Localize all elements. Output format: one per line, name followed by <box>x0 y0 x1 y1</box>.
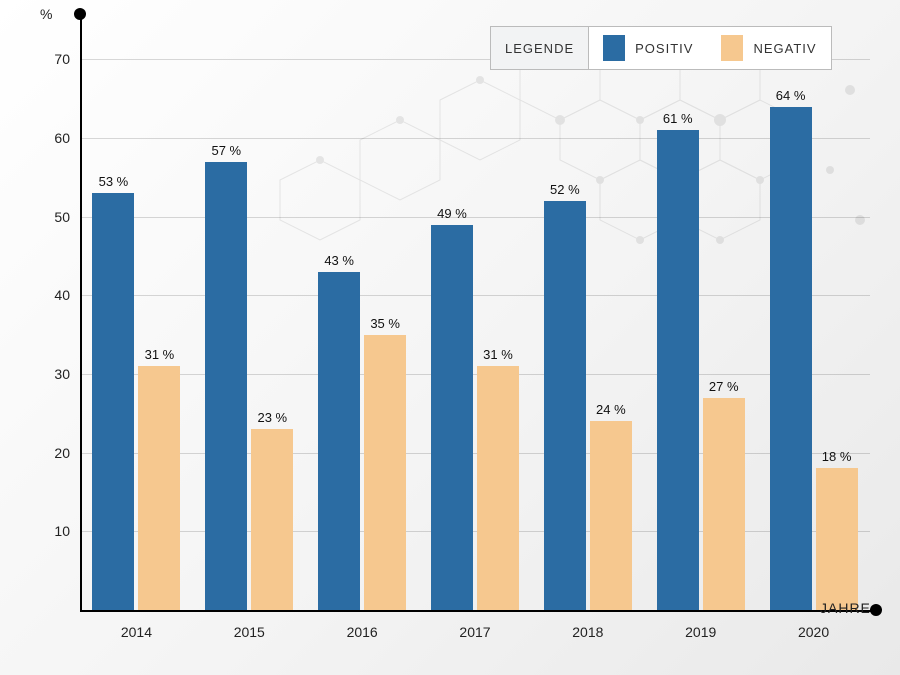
bar-positiv <box>92 193 134 610</box>
bar-negativ <box>590 421 632 610</box>
bar-positiv <box>770 107 812 610</box>
bar-value-label: 31 % <box>145 347 175 362</box>
y-tick-label: 60 <box>40 130 70 146</box>
legend-swatch-positiv <box>603 35 625 61</box>
legend-item-positiv: POSITIV <box>589 27 707 69</box>
gridline <box>80 531 870 532</box>
bar-value-label: 57 % <box>211 143 241 158</box>
bar-value-label: 35 % <box>370 316 400 331</box>
bar-value-label: 64 % <box>776 88 806 103</box>
bar-negativ <box>477 366 519 610</box>
x-tick-label: 2015 <box>234 624 265 640</box>
bar-value-label: 52 % <box>550 182 580 197</box>
bar-positiv <box>318 272 360 610</box>
bar-negativ <box>251 429 293 610</box>
bar-value-label: 18 % <box>822 449 852 464</box>
x-tick-label: 2018 <box>572 624 603 640</box>
bar-value-label: 43 % <box>324 253 354 268</box>
chart-root: 53 % 31 % 57 % 23 % 43 % 35 % 49 % 31 % 52 % 24 %… <box>0 0 900 675</box>
bar-positiv <box>431 225 473 610</box>
bar-value-label: 23 % <box>257 410 287 425</box>
gridline <box>80 374 870 375</box>
gridline <box>80 453 870 454</box>
bar-value-label: 31 % <box>483 347 513 362</box>
bar-positiv <box>544 201 586 610</box>
x-tick-label: 2020 <box>798 624 829 640</box>
y-axis-title: % <box>40 6 53 22</box>
bar-negativ <box>703 398 745 610</box>
legend-swatch-negativ <box>721 35 743 61</box>
legend-label-positiv: POSITIV <box>635 41 693 56</box>
y-tick-label: 70 <box>40 51 70 67</box>
y-tick-label: 20 <box>40 445 70 461</box>
gridline <box>80 295 870 296</box>
y-axis-end-dot <box>74 8 86 20</box>
x-tick-label: 2017 <box>459 624 490 640</box>
plot-area: 53 % 31 % 57 % 23 % 43 % 35 % 49 % 31 % 52 % 24 %… <box>80 20 870 610</box>
bar-value-label: 49 % <box>437 206 467 221</box>
x-tick-label: 2019 <box>685 624 716 640</box>
x-axis-title: JAHRE <box>820 600 871 616</box>
x-tick-label: 2014 <box>121 624 152 640</box>
gridline <box>80 217 870 218</box>
bar-negativ <box>138 366 180 610</box>
y-axis-line <box>80 14 82 610</box>
gridline <box>80 138 870 139</box>
bar-value-label: 61 % <box>663 111 693 126</box>
bar-positiv <box>657 130 699 610</box>
bar-value-label: 53 % <box>99 174 129 189</box>
bar-negativ <box>364 335 406 610</box>
legend-title: LEGENDE <box>491 27 589 69</box>
x-tick-label: 2016 <box>347 624 378 640</box>
bar-value-label: 24 % <box>596 402 626 417</box>
y-tick-label: 40 <box>40 287 70 303</box>
y-tick-label: 30 <box>40 366 70 382</box>
x-axis-line <box>80 610 876 612</box>
bar-value-label: 27 % <box>709 379 739 394</box>
legend-label-negativ: NEGATIV <box>753 41 816 56</box>
bar-negativ <box>816 468 858 610</box>
y-tick-label: 50 <box>40 209 70 225</box>
legend: LEGENDE POSITIV NEGATIV <box>490 26 832 70</box>
bar-positiv <box>205 162 247 610</box>
legend-item-negativ: NEGATIV <box>707 27 830 69</box>
y-tick-label: 10 <box>40 523 70 539</box>
x-axis-end-dot <box>870 604 882 616</box>
